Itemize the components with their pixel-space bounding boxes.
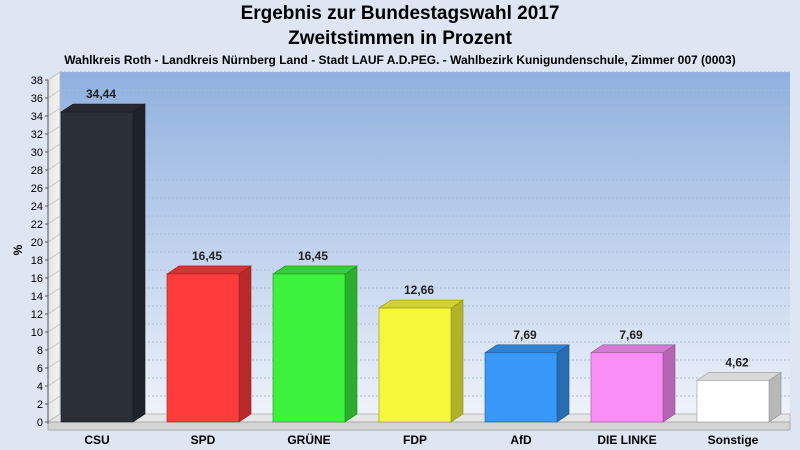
y-tick-label: 2 [37, 399, 43, 411]
chart-title: Ergebnis zur Bundestagswahl 2017 [240, 3, 560, 24]
plot-side-wall [47, 71, 61, 423]
y-tick-label: 22 [31, 219, 43, 231]
y-tick-label: 36 [31, 93, 43, 105]
grid-line-side [47, 161, 61, 171]
bar-top [60, 103, 146, 113]
grid-line-side [47, 341, 61, 351]
chart-subtitle: Zweitstimmen in Prozent [288, 28, 512, 49]
bar-csu [60, 103, 146, 423]
bar-front [166, 273, 240, 423]
grid-line-side [47, 269, 61, 279]
grid-line-side [47, 359, 61, 369]
bar-value-label: 7,69 [619, 328, 643, 342]
bar-afd [484, 344, 570, 423]
grid-line-side [47, 215, 61, 225]
bar-side [556, 344, 570, 423]
x-tick-label: CSU [84, 433, 109, 447]
x-tick-label: Sonstige [708, 433, 759, 447]
bar-gr-ne [272, 265, 358, 423]
bar-side [662, 344, 676, 423]
bar-front [484, 352, 558, 423]
y-tick-label: 34 [31, 111, 43, 123]
grid-line-side [47, 179, 61, 189]
y-tick-label: 0 [37, 417, 43, 429]
grid-line-side [47, 305, 61, 315]
grid-line-side [47, 71, 61, 81]
bar-top [272, 265, 358, 275]
x-tick-label: FDP [403, 433, 427, 447]
y-tick-label: 8 [37, 345, 43, 357]
y-tick-label: 26 [31, 183, 43, 195]
x-tick-label: GRÜNE [287, 432, 330, 447]
x-tick-label: DIE LINKE [597, 433, 656, 447]
bar-side [238, 265, 252, 423]
grid-line-side [47, 125, 61, 135]
y-tick-label: 32 [31, 129, 43, 141]
bar-value-label: 4,62 [725, 355, 749, 369]
x-tick-label: AfD [510, 433, 532, 447]
y-tick-label: 16 [31, 273, 43, 285]
bar-side [344, 265, 358, 423]
bar-front [60, 111, 134, 423]
grid-line-side [47, 323, 61, 333]
bar-top [378, 299, 464, 309]
bar-side [132, 103, 146, 423]
bar-die-linke [590, 344, 676, 423]
y-tick-label: 6 [37, 363, 43, 375]
grid-line-side [47, 197, 61, 207]
grid-line-side [47, 233, 61, 243]
bar-front [696, 380, 770, 423]
bar-fdp [378, 299, 464, 423]
y-tick-label: 18 [31, 255, 43, 267]
grid-line-side [47, 377, 61, 387]
y-tick-label: 10 [31, 327, 43, 339]
bar-value-label: 12,66 [404, 283, 434, 297]
bar-value-label: 7,69 [513, 328, 537, 342]
bar-top [590, 344, 676, 354]
bar-value-label: 16,45 [298, 249, 328, 263]
bar-sonstige [696, 371, 782, 423]
y-tick-label: 20 [31, 237, 43, 249]
bar-top [696, 372, 782, 381]
y-tick-label: 24 [31, 201, 43, 213]
grid-line-side [47, 143, 61, 153]
bar-side [450, 299, 464, 423]
chart-caption: Wahlkreis Roth - Landkreis Nürnberg Land… [64, 53, 736, 67]
bar-value-label: 34,44 [86, 87, 116, 101]
grid-line-side [47, 107, 61, 117]
y-axis-label: % [11, 244, 25, 255]
grid-line-side [47, 287, 61, 297]
y-tick-label: 38 [31, 75, 43, 87]
grid-line-side [47, 89, 61, 99]
grid-line-side [47, 395, 61, 405]
bar-top [484, 344, 570, 354]
y-tick-label: 30 [31, 147, 43, 159]
bar-front [378, 307, 452, 423]
bar-value-label: 16,45 [192, 249, 222, 263]
y-tick-label: 14 [31, 291, 43, 303]
y-tick-label: 4 [37, 381, 43, 393]
x-tick-label: SPD [191, 433, 216, 447]
bar-front [272, 273, 346, 423]
bar-spd [166, 265, 252, 423]
bar-top [166, 265, 252, 275]
plot-floor-front [47, 421, 791, 431]
bar-front [590, 352, 664, 423]
y-tick-label: 12 [31, 309, 43, 321]
y-tick-label: 28 [31, 165, 43, 177]
grid-line-side [47, 251, 61, 261]
bar-side [768, 371, 782, 423]
